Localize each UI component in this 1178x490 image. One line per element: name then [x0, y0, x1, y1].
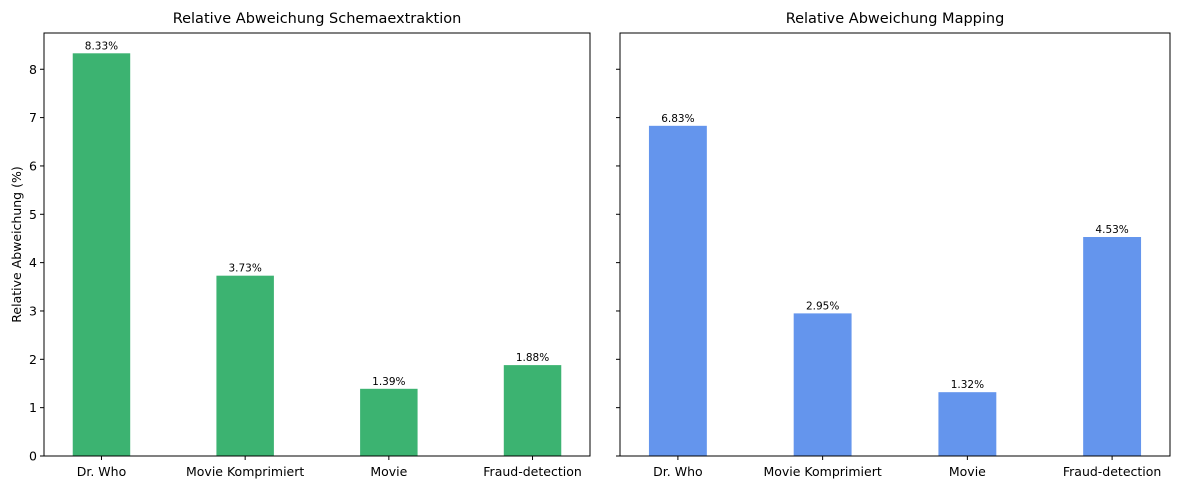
bar-series: 6.83% 2.95% 1.32% 4.53%: [648, 113, 1142, 456]
y-axis: 0 1 2 3 4 5 6 7 8: [29, 62, 44, 464]
bar: [938, 392, 997, 456]
plot-area-frame: [619, 32, 1171, 457]
plot-area-frame: [43, 32, 591, 457]
x-axis: Dr. Who Movie Komprimiert Movie Fraud-detec…: [77, 456, 582, 479]
y-tick-label: 4: [29, 255, 37, 270]
bar-value-label: 4.53%: [1095, 224, 1128, 236]
y-tick-label: 3: [29, 303, 37, 318]
y-axis-label: Relative Abweichung (%): [9, 166, 24, 322]
bar: [72, 53, 131, 456]
y-tick-label: 0: [29, 449, 37, 464]
bar-value-label: 8.33%: [85, 40, 118, 52]
bar: [648, 125, 707, 456]
bar: [793, 313, 852, 456]
chart-title: Relative Abweichung Schemaextraktion: [173, 11, 462, 27]
x-tick-label: Dr. Who: [77, 464, 127, 479]
y-tick-label: 5: [29, 207, 37, 222]
bar: [360, 388, 418, 456]
x-tick-label: Fraud-detection: [1063, 464, 1161, 479]
x-tick-label: Dr. Who: [653, 464, 703, 479]
bar-series: 8.33% 3.73% 1.39% 1.88%: [72, 40, 562, 456]
bar: [216, 275, 274, 456]
chart-title: Relative Abweichung Mapping: [786, 11, 1005, 27]
y-tick-label: 8: [29, 62, 37, 77]
x-tick-label: Movie Komprimiert: [186, 464, 304, 479]
bar-value-label: 6.83%: [661, 113, 694, 125]
bar-value-label: 1.32%: [951, 379, 984, 391]
bar: [1083, 237, 1142, 456]
x-tick-label: Movie: [370, 464, 407, 479]
x-tick-label: Movie Komprimiert: [763, 464, 881, 479]
bar-value-label: 2.95%: [806, 300, 839, 312]
chart-panel-schemaextraktion: Relative Abweichung Schemaextraktion Rel…: [9, 11, 591, 479]
y-tick-label: 2: [29, 352, 37, 367]
y-axis: [616, 68, 620, 457]
y-tick-label: 6: [29, 158, 37, 173]
x-tick-label: Fraud-detection: [483, 464, 581, 479]
chart-panel-mapping: Relative Abweichung Mapping 6.83% 2.95% 1.…: [616, 11, 1171, 479]
y-tick-label: 1: [29, 400, 37, 415]
bar-value-label: 1.88%: [516, 352, 549, 364]
x-axis: Dr. Who Movie Komprimiert Movie Fraud-detec…: [653, 456, 1161, 479]
bar-value-label: 1.39%: [372, 376, 405, 388]
bar: [503, 365, 562, 456]
y-tick-label: 7: [29, 110, 37, 125]
x-tick-label: Movie: [949, 464, 986, 479]
bar-value-label: 3.73%: [228, 263, 261, 275]
